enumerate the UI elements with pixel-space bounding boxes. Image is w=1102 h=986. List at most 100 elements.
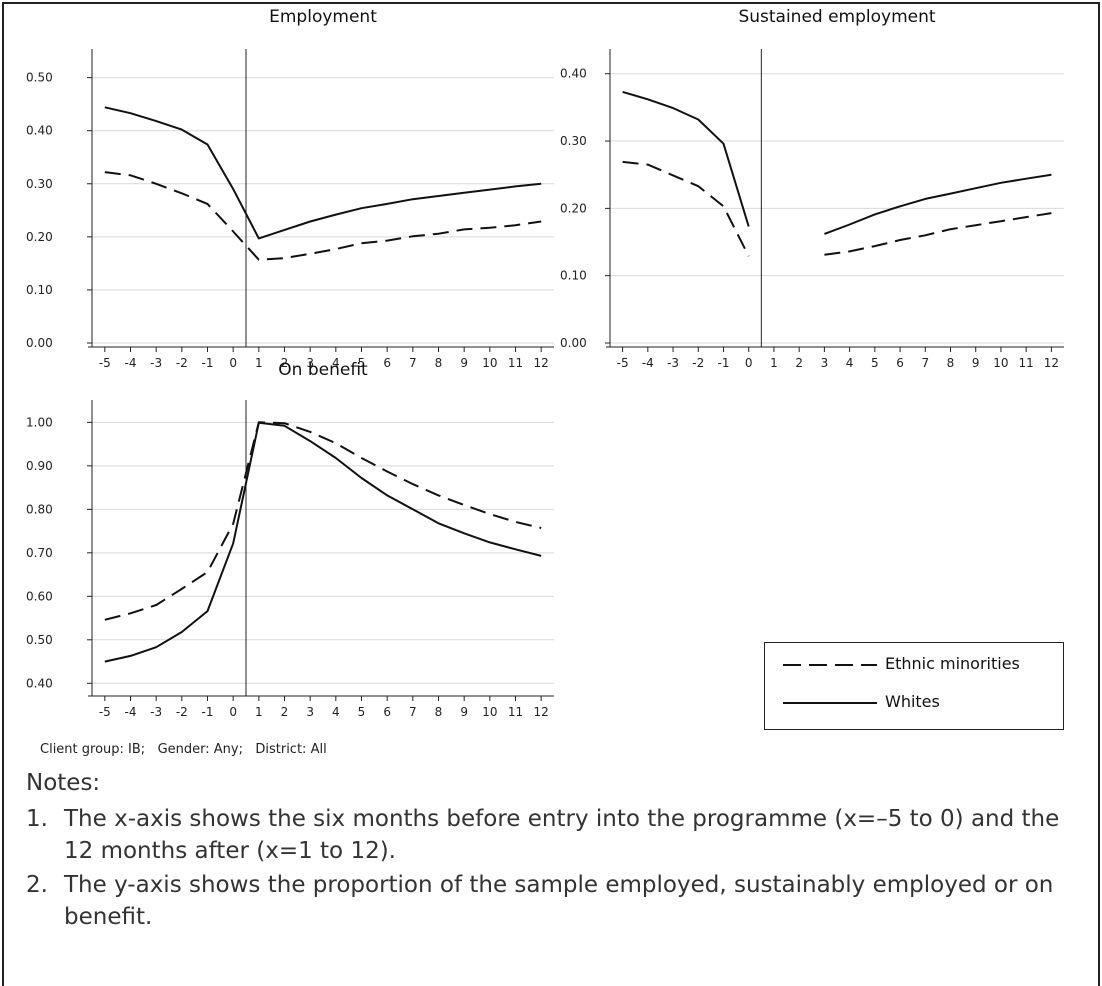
x-tick-label: 3 <box>821 356 829 370</box>
x-tick-label: 8 <box>435 356 443 370</box>
x-tick-label: 1 <box>255 356 263 370</box>
legend-label: Ethnic minorities <box>885 654 1020 673</box>
y-tick-label: 0.30 <box>26 177 53 191</box>
series-line-whites <box>104 106 542 240</box>
x-tick-label: 0 <box>745 356 753 370</box>
note-item: 1. The x-axis shows the six months before… <box>26 803 1064 867</box>
x-tick-label: -4 <box>125 705 137 719</box>
y-tick-label: 0.60 <box>26 589 53 603</box>
y-tick-label: 0.50 <box>26 633 53 647</box>
x-tick-label: 2 <box>281 705 289 719</box>
x-tick-label: -1 <box>202 356 214 370</box>
x-tick-label: 5 <box>358 705 366 719</box>
x-tick-label: -5 <box>99 705 111 719</box>
x-tick-label: 11 <box>508 705 523 719</box>
x-tick-label: 1 <box>770 356 778 370</box>
y-tick-label: 0.20 <box>560 201 587 215</box>
note-text: The y-axis shows the proportion of the s… <box>64 872 1054 930</box>
x-tick-label: 8 <box>947 356 955 370</box>
chart-sustained-employment: Sustained employment 0.00 0.10 0.20 0.30 0.40… <box>560 7 1064 370</box>
x-tick-label: 9 <box>460 705 468 719</box>
legend: Ethnic minorities Whites <box>764 642 1064 730</box>
note-text: The x-axis shows the six months before e… <box>64 806 1060 864</box>
chart-employment: Employment 0.00 0.10 0.20 0.30 0.40 0.50 -5 -4 -3… <box>26 7 554 370</box>
y-tick-label: 0.30 <box>560 134 587 148</box>
series-line-whites <box>622 90 750 227</box>
x-tick-label: 3 <box>306 356 314 370</box>
y-tick-label: 0.10 <box>26 283 53 297</box>
x-tick-label: 4 <box>846 356 854 370</box>
notes-title: Notes: <box>26 770 101 796</box>
y-tick-label: 0.40 <box>26 124 53 138</box>
x-tick-label: 8 <box>435 705 443 719</box>
legend-item-ethnic-minorities: Ethnic minorities <box>765 649 1063 679</box>
series-line-ethnic-minorities <box>622 160 750 257</box>
y-tick-label: 0.20 <box>26 230 53 244</box>
x-tick-label: -2 <box>176 356 188 370</box>
x-tick-label: 7 <box>409 705 417 719</box>
series-line-ethnic-minorities <box>824 212 1052 256</box>
x-tick-label: -5 <box>617 356 629 370</box>
x-tick-label: 9 <box>460 356 468 370</box>
y-tick-label: 0.50 <box>26 71 53 85</box>
x-tick-label: -1 <box>202 705 214 719</box>
x-tick-label: 12 <box>534 705 549 719</box>
series-line-ethnic-minorities <box>104 421 542 621</box>
x-tick-label: -3 <box>667 356 679 370</box>
y-tick-label: 1.00 <box>26 415 53 429</box>
legend-solid-line-icon <box>783 702 877 704</box>
x-tick-label: 7 <box>921 356 929 370</box>
x-tick-label: 5 <box>358 356 366 370</box>
x-tick-label: 6 <box>896 356 904 370</box>
chart-title: On benefit <box>278 360 368 380</box>
series-line-ethnic-minorities <box>104 171 542 261</box>
x-tick-label: 11 <box>508 356 523 370</box>
y-tick-label: 0.70 <box>26 546 53 560</box>
x-tick-label: -1 <box>718 356 730 370</box>
x-tick-label: 10 <box>482 705 497 719</box>
x-tick-label: -2 <box>176 705 188 719</box>
x-tick-label: 2 <box>795 356 803 370</box>
x-tick-label: 4 <box>332 356 340 370</box>
note-number: 1. <box>26 806 48 832</box>
x-tick-label: 6 <box>383 356 391 370</box>
x-tick-label: 5 <box>871 356 879 370</box>
x-tick-label: -3 <box>150 356 162 370</box>
legend-item-whites: Whites <box>765 687 1063 717</box>
series-line-whites <box>824 173 1052 235</box>
x-tick-label: 10 <box>993 356 1008 370</box>
legend-label: Whites <box>885 692 940 711</box>
y-tick-label: 0.90 <box>26 459 53 473</box>
x-tick-label: -2 <box>692 356 704 370</box>
x-tick-label: 12 <box>534 356 549 370</box>
x-tick-label: 2 <box>281 356 289 370</box>
x-tick-label: -5 <box>99 356 111 370</box>
y-tick-label: 0.40 <box>26 676 53 690</box>
note-item: 2. The y-axis shows the proportion of the… <box>26 869 1064 933</box>
x-tick-label: 0 <box>229 705 237 719</box>
x-tick-label: 7 <box>409 356 417 370</box>
note-number: 2. <box>26 872 48 898</box>
y-tick-label: 0.00 <box>26 336 53 350</box>
series-line-whites <box>104 421 542 663</box>
chart-caption: Client group: IB; Gender: Any; District:… <box>40 742 327 757</box>
y-tick-label: 0.80 <box>26 502 53 516</box>
x-tick-label: 0 <box>229 356 237 370</box>
y-tick-label: 0.00 <box>560 336 587 350</box>
chart-title: Employment <box>269 7 377 27</box>
chart-on-benefit: On benefit 0.40 0.50 0.60 0.70 0.80 0.90 1.00 -5… <box>26 360 554 719</box>
y-tick-label: 0.10 <box>560 269 587 283</box>
chart-title: Sustained employment <box>738 7 935 27</box>
x-tick-label: 12 <box>1044 356 1059 370</box>
legend-dashed-line-icon <box>783 664 877 666</box>
x-tick-label: 4 <box>332 705 340 719</box>
x-tick-label: 9 <box>972 356 980 370</box>
x-tick-label: -3 <box>150 705 162 719</box>
x-tick-label: -4 <box>125 356 137 370</box>
x-tick-label: 3 <box>306 705 314 719</box>
y-tick-label: 0.40 <box>560 67 587 81</box>
x-tick-label: 11 <box>1019 356 1034 370</box>
x-tick-label: 10 <box>482 356 497 370</box>
